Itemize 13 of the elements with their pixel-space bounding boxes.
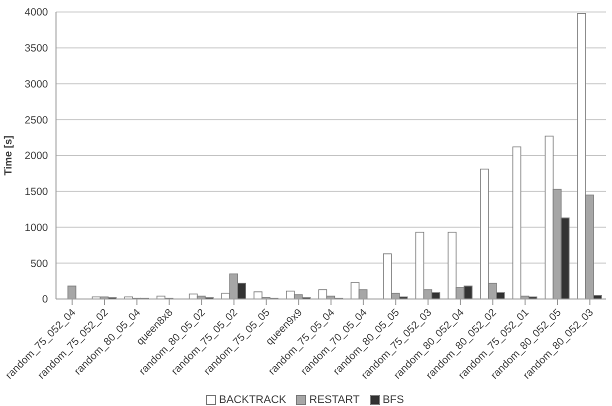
legend-label: BACKTRACK bbox=[219, 394, 286, 406]
y-axis-title: Time [s] bbox=[2, 135, 15, 176]
y-tick-label: 3000 bbox=[24, 78, 48, 90]
y-tick-label: 2000 bbox=[24, 150, 48, 162]
legend-label: BFS bbox=[382, 394, 404, 406]
y-tick-label: 1000 bbox=[24, 222, 48, 234]
y-tick-label: 1500 bbox=[24, 186, 48, 198]
legend-label: RESTART bbox=[309, 394, 360, 406]
y-tick-label: 500 bbox=[30, 258, 48, 270]
y-tick-label: 3500 bbox=[24, 42, 48, 55]
y-tick-label: 0 bbox=[42, 294, 48, 306]
y-tick-label: 4000 bbox=[24, 6, 48, 19]
y-tick-label: 2500 bbox=[24, 114, 48, 126]
